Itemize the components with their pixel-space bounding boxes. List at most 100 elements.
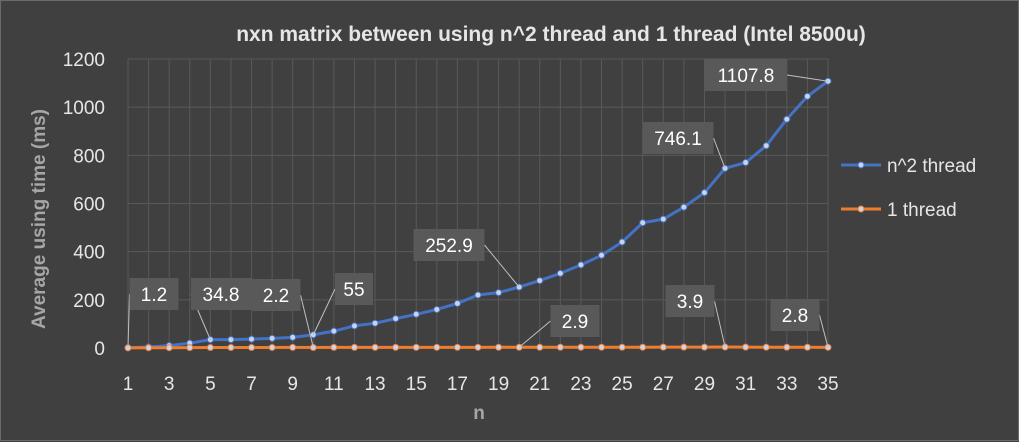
x-tick-label: 19 [488,374,509,395]
data-label: 3.9 [665,285,726,348]
data-point [433,343,441,351]
legend-marker [857,161,865,169]
data-point [783,115,791,123]
x-tick-label: 1 [123,374,134,395]
data-label-text: 55 [343,280,364,301]
legend-marker [857,205,865,213]
legend-label: n^2 thread [887,156,976,177]
data-point [289,343,297,351]
data-point [248,335,256,343]
data-point [392,343,400,351]
data-point [700,343,708,351]
data-point [268,334,276,342]
data-point [433,305,441,313]
data-point [783,343,791,351]
data-point [598,251,606,259]
data-point [598,343,606,351]
data-label: 55 [312,273,373,335]
x-tick-label: 27 [653,374,674,395]
data-label-box [129,278,179,310]
x-tick-label: 13 [364,374,385,395]
y-tick-label: 800 [73,146,105,167]
data-point [556,269,564,277]
data-label-text: 746.1 [654,129,702,150]
x-ticks: 1 3 5 7 9 11 13 15 17 19 21 23 25 27 29 31 33 35 [123,374,839,395]
data-point [639,343,647,351]
y-tick-label: 1000 [63,98,105,119]
data-point [659,343,667,351]
data-point [495,343,503,351]
leader-line [714,300,726,348]
series-1-thread [124,343,832,352]
data-label: 1107.8 [705,59,829,91]
data-point [536,343,544,351]
x-tick-label: 5 [205,374,216,395]
data-point [495,289,503,297]
data-label-text: 2.8 [782,306,808,327]
leader-line [819,314,829,348]
x-tick-label: 21 [529,374,550,395]
data-point [680,343,688,351]
x-tick-label: 35 [817,374,838,395]
x-tick-label: 23 [570,374,591,395]
data-label-box [413,229,485,261]
data-label: 2.9 [518,305,600,348]
y-tick-label: 200 [73,291,105,312]
data-point [762,142,770,150]
legend-item-n2-thread: n^2 thread [841,156,976,177]
data-point [350,322,358,330]
y-tick-label: 600 [73,195,105,216]
y-tick-label: 1200 [63,50,105,71]
data-label: 1.2 [127,278,179,348]
data-point [742,159,750,167]
leader-line [127,293,130,348]
data-label-box [191,278,251,310]
x-tick-label: 29 [694,374,715,395]
legend: n^2 thread 1 thread [841,156,976,221]
series-n2-thread [124,77,832,352]
data-point [659,215,667,223]
data-point [227,336,235,344]
leader-line [484,244,520,288]
x-tick-label: 33 [776,374,797,395]
data-point [536,277,544,285]
data-point [453,299,461,307]
x-tick-label: 17 [447,374,468,395]
data-point [762,343,770,351]
data-point [186,344,194,352]
data-labels: 1.2 34.8 2.2 55 252.9 2.9 746.1 3.9 2.8 1107.8 [127,59,829,348]
legend-label: 1 thread [887,200,957,221]
data-point [618,343,626,351]
data-point [803,92,811,100]
y-tick-label: 0 [94,339,105,360]
data-label-text: 1107.8 [718,66,775,87]
data-label-text: 3.9 [677,292,703,313]
series-layer [124,77,832,352]
data-label-box [335,273,373,305]
data-point [412,310,420,318]
data-label-text: 1.2 [141,285,167,306]
leader-line [713,137,726,169]
legend-item-1-thread: 1 thread [841,200,957,221]
data-label-text: 2.9 [562,312,588,333]
data-point [639,219,647,227]
data-label: 2.2 [251,279,314,348]
data-point [227,343,235,351]
data-label-text: 252.9 [425,236,473,257]
data-point [330,343,338,351]
leader-line [786,74,829,82]
y-tick-label: 400 [73,243,105,264]
data-point [700,189,708,197]
data-point [412,343,420,351]
leader-line [518,320,551,348]
data-point [453,343,461,351]
data-point [742,343,750,351]
data-label-box [705,59,787,91]
data-label: 34.8 [190,278,251,340]
x-tick-label: 7 [246,374,257,395]
x-tick-label: 9 [287,374,298,395]
data-label: 746.1 [642,122,726,169]
data-label: 2.8 [770,299,829,348]
data-label-text: 2.2 [263,286,289,307]
